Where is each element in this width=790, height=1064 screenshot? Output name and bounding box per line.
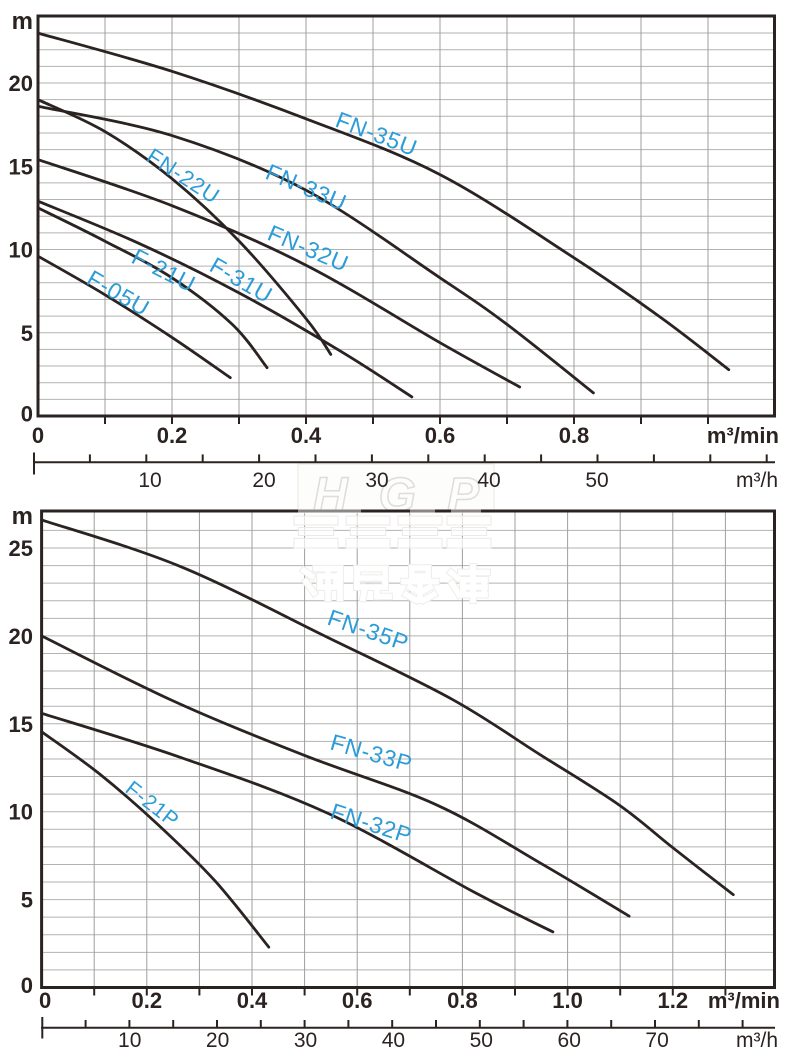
svg-text:0.2: 0.2 bbox=[132, 988, 163, 1013]
svg-text:0.2: 0.2 bbox=[157, 423, 188, 448]
svg-text:0.4: 0.4 bbox=[291, 423, 322, 448]
svg-text:0.4: 0.4 bbox=[237, 988, 268, 1013]
svg-text:0.8: 0.8 bbox=[447, 988, 478, 1013]
svg-text:40: 40 bbox=[477, 469, 500, 492]
svg-text:FN-32U: FN-32U bbox=[264, 220, 353, 277]
svg-text:0: 0 bbox=[21, 402, 33, 427]
svg-text:FN-35P: FN-35P bbox=[324, 604, 412, 656]
svg-text:40: 40 bbox=[382, 1029, 405, 1052]
svg-text:10: 10 bbox=[9, 800, 33, 825]
svg-text:m³/min: m³/min bbox=[707, 423, 779, 448]
svg-text:m³/h: m³/h bbox=[736, 469, 778, 492]
svg-text:25: 25 bbox=[9, 536, 33, 561]
svg-text:10: 10 bbox=[138, 469, 161, 492]
svg-text:m: m bbox=[12, 8, 33, 35]
svg-text:FN-32P: FN-32P bbox=[327, 798, 415, 849]
svg-text:70: 70 bbox=[645, 1029, 668, 1052]
svg-text:F-21P: F-21P bbox=[121, 777, 183, 833]
svg-text:15: 15 bbox=[9, 712, 33, 737]
svg-text:0: 0 bbox=[39, 988, 51, 1013]
svg-text:0.8: 0.8 bbox=[559, 423, 590, 448]
svg-text:0.6: 0.6 bbox=[342, 988, 373, 1013]
svg-text:20: 20 bbox=[9, 71, 33, 96]
svg-text:20: 20 bbox=[206, 1029, 229, 1052]
svg-text:10: 10 bbox=[118, 1029, 141, 1052]
svg-text:15: 15 bbox=[9, 154, 33, 179]
svg-text:1.2: 1.2 bbox=[658, 988, 689, 1013]
svg-text:0: 0 bbox=[32, 423, 44, 448]
svg-text:20: 20 bbox=[252, 469, 275, 492]
svg-text:60: 60 bbox=[558, 1029, 581, 1052]
svg-text:0.6: 0.6 bbox=[425, 423, 456, 448]
svg-text:m: m bbox=[12, 503, 33, 530]
svg-text:30: 30 bbox=[294, 1029, 317, 1052]
svg-text:50: 50 bbox=[585, 469, 608, 492]
svg-text:5: 5 bbox=[21, 321, 33, 346]
svg-text:FN-35U: FN-35U bbox=[332, 106, 421, 161]
svg-text:m³/min: m³/min bbox=[708, 988, 780, 1013]
svg-text:m³/h: m³/h bbox=[736, 1029, 778, 1052]
svg-text:10: 10 bbox=[9, 238, 33, 263]
svg-text:0: 0 bbox=[21, 973, 33, 998]
svg-text:5: 5 bbox=[21, 888, 33, 913]
svg-text:50: 50 bbox=[470, 1029, 493, 1052]
svg-text:HGP: HGP bbox=[313, 469, 510, 522]
svg-text:1.0: 1.0 bbox=[552, 988, 583, 1013]
svg-text:20: 20 bbox=[9, 624, 33, 649]
svg-text:30: 30 bbox=[365, 469, 388, 492]
